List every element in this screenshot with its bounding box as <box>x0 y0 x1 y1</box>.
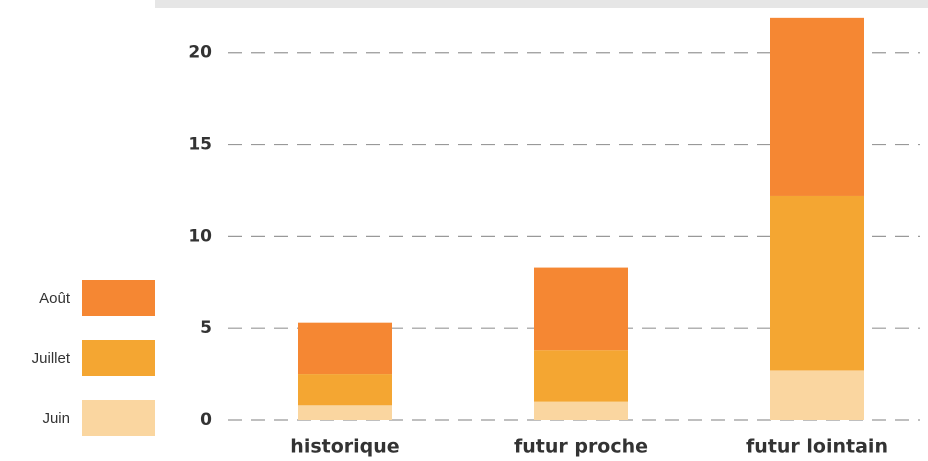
x-tick-label: futur proche <box>514 436 648 458</box>
bar-segment <box>770 370 864 420</box>
legend-swatch <box>82 400 155 436</box>
bar-segment <box>298 405 392 420</box>
bar-segment <box>534 350 628 402</box>
bar-segment <box>534 267 628 351</box>
legend-label: Août <box>39 290 71 307</box>
bar-segment <box>770 195 864 371</box>
y-tick-label: 10 <box>188 226 212 246</box>
x-tick-label: futur lointain <box>746 436 888 458</box>
header-band <box>155 0 928 8</box>
legend-label: Juin <box>42 410 70 427</box>
bar-segment <box>534 401 628 420</box>
bar-segment <box>770 17 864 196</box>
y-tick-label: 20 <box>188 43 212 63</box>
y-tick-label: 0 <box>200 410 212 430</box>
bar-segment <box>298 322 392 375</box>
y-tick-label: 15 <box>188 135 212 155</box>
bar-segment <box>298 374 392 406</box>
legend-swatch <box>82 340 155 376</box>
legend-swatch <box>82 280 155 316</box>
legend-label: Juillet <box>32 350 71 367</box>
x-tick-label: historique <box>290 436 399 458</box>
y-tick-label: 5 <box>200 318 212 338</box>
